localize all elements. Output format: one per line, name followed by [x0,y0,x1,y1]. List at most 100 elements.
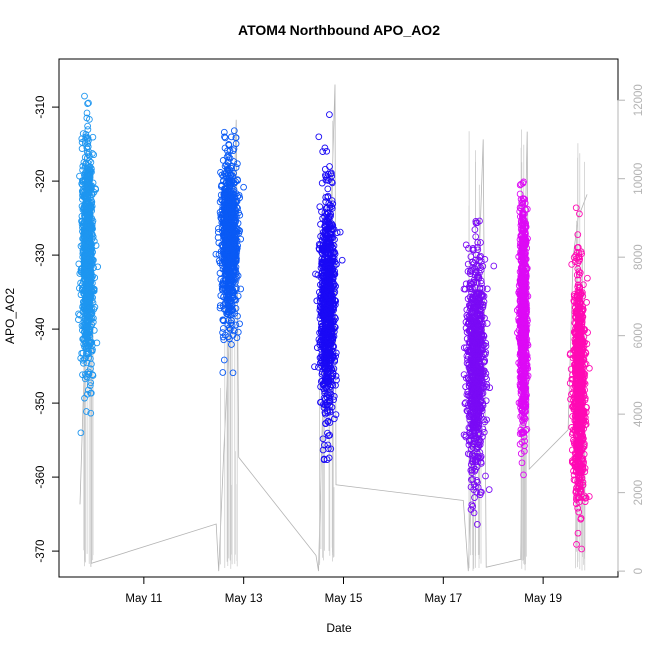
data-point [81,394,88,402]
data-point [322,198,329,206]
data-point [226,272,233,280]
chart-title: ATOM4 Northbound APO_AO2 [238,22,440,38]
data-point [229,261,236,269]
data-point [230,127,238,135]
data-point [86,207,94,214]
data-point [236,320,243,328]
data-point [85,180,93,188]
data-point [231,194,238,202]
data-point [220,280,227,288]
data-point [86,152,93,160]
data-point [226,200,233,208]
data-point [229,187,237,195]
data-point [82,350,90,358]
data-point [221,253,228,261]
data-point [219,329,226,336]
data-point [79,335,87,343]
data-point [87,365,94,373]
data-point [221,271,229,278]
secondary-series-line [79,84,588,572]
data-point [319,435,327,443]
data-point [82,354,89,362]
data-point [81,325,89,333]
data-point [221,230,229,238]
data-point [219,213,226,221]
data-point [220,246,228,254]
data-point [79,326,86,334]
data-point [83,310,91,318]
data-point [215,225,222,232]
data-point [228,133,235,141]
data-point [228,317,235,324]
data-point [86,304,94,312]
data-point [315,133,323,141]
data-point [90,327,98,334]
data-point [83,109,91,117]
data-point [319,148,327,155]
data-point [84,126,92,133]
data-point [232,164,240,171]
data-point [240,183,247,191]
data-point [223,189,231,197]
data-point [219,325,227,332]
data-point [220,191,228,198]
data-point [86,301,93,308]
data-point [221,240,228,247]
data-point [224,308,231,316]
data-point [229,369,237,377]
data-point [321,144,329,152]
data-point [219,284,227,291]
data-point [82,198,90,206]
data-point [76,172,83,180]
data-point [75,316,82,323]
data-point [234,160,241,168]
data-point [78,281,86,289]
data-point [326,111,333,118]
point-cluster-2 [212,127,247,377]
data-point [80,318,88,326]
data-point [225,333,232,341]
data-point [220,356,228,364]
data-point [226,169,234,176]
data-point [87,185,95,192]
data-point [226,179,234,187]
data-point [85,99,92,107]
data-point [228,310,236,318]
data-point [230,179,238,187]
data-point [83,408,90,415]
data-point [233,334,241,342]
data-point [223,153,231,161]
data-point [218,262,226,269]
data-point [84,122,91,130]
data-point [232,268,240,276]
data-point [88,203,96,210]
data-point [471,226,479,233]
data-point [220,336,228,344]
data-point [81,92,88,100]
data-point [84,100,91,107]
data-point [81,290,88,298]
data-point [82,180,89,187]
data-point [228,239,235,247]
data-point [234,328,242,336]
data-point [87,355,94,362]
data-point [221,134,229,142]
data-point [326,419,334,426]
data-point [219,211,226,218]
data-point [232,134,240,142]
data-point [222,184,229,192]
data-point [79,308,87,316]
data-point [221,194,229,201]
y-axis-label: APO_AO2 [3,288,17,344]
x-axis-label: Date [326,621,352,635]
data-point [221,205,229,213]
data-point [485,486,493,493]
data-point [82,245,90,253]
data-point [227,319,235,327]
data-point [234,272,242,280]
data-point [84,241,91,249]
data-point [87,277,94,285]
data-point [324,185,332,193]
data-point [233,247,241,255]
data-point [79,371,86,379]
